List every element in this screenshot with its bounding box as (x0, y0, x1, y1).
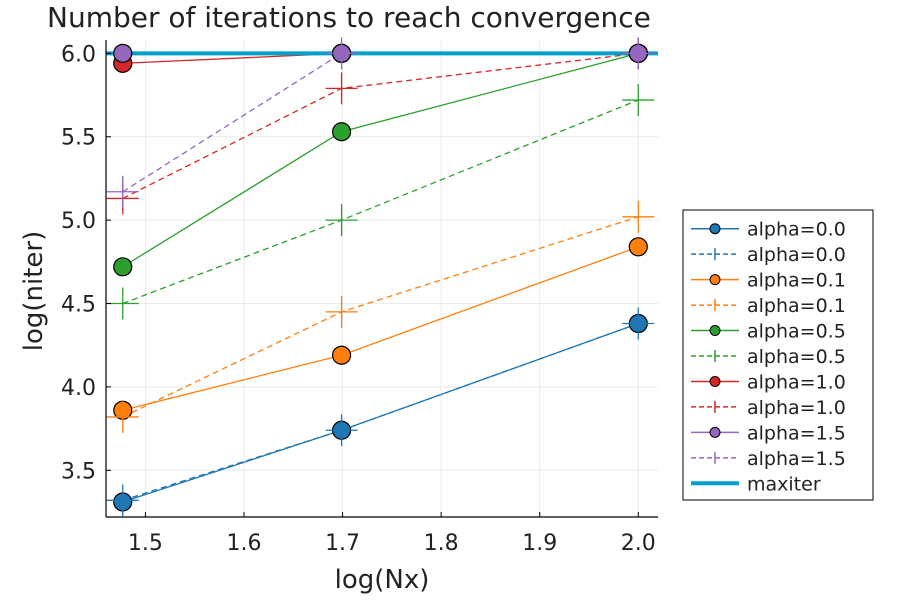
axes (105, 40, 658, 518)
x-tick-label: 1.9 (522, 531, 557, 556)
legend-item: alpha=0.1 (691, 270, 846, 292)
series-line-5 (122, 99, 639, 305)
series-line-4 (122, 52, 639, 268)
x-tick-label: 1.8 (424, 531, 459, 556)
x-axis-title: log(Nx) (335, 565, 430, 595)
legend-label: alpha=0.5 (747, 321, 846, 343)
legend-item: alpha=0.0 (691, 219, 846, 241)
legend-item: alpha=1.0 (691, 371, 846, 393)
data-point-3-1 (325, 295, 358, 328)
legend-marker (709, 274, 721, 286)
x-tick-label: 2.0 (621, 531, 656, 556)
legend: alpha=0.0 alpha=0.0 alpha=0.1 alpha=0.1 alph… (682, 209, 874, 501)
data-point-9-1 (325, 37, 358, 70)
data-point-5-1 (325, 204, 358, 237)
legend-label: alpha=0.1 (747, 270, 846, 292)
data-point-4-1 (331, 122, 352, 142)
x-tick-label: 1.5 (128, 531, 163, 556)
legend-marker (709, 375, 721, 387)
data-point-1-1 (325, 414, 358, 447)
y-tick-label: 3.5 (61, 459, 96, 484)
legend-marker (709, 426, 721, 438)
data-point-7-1 (325, 72, 358, 105)
legend-item: alpha=0.1 (691, 295, 846, 317)
y-tick-label: 5.5 (61, 126, 96, 151)
legend-marker (709, 223, 721, 235)
data-point-1-0 (106, 484, 139, 517)
legend-label: alpha=0.5 (747, 346, 846, 368)
data-point-9-2 (622, 37, 655, 70)
series-line-2 (122, 246, 639, 411)
series-line-7 (122, 52, 639, 200)
legend-item: maxiter (691, 473, 821, 495)
legend-label: alpha=0.0 (747, 219, 846, 241)
ticks: 1.5 1.6 1.7 1.8 1.9 2.0 3.5 4.0 4.5 5.0 5.5 6.0 (61, 42, 656, 556)
y-tick-label: 6.0 (61, 42, 96, 67)
legend-item: alpha=0.0 (691, 244, 846, 266)
y-tick-label: 5.0 (61, 209, 96, 234)
legend-item: alpha=0.5 (691, 321, 846, 343)
data-point-1-2 (622, 307, 655, 340)
legend-item: alpha=1.5 (691, 448, 846, 470)
legend-item: alpha=0.5 (691, 346, 846, 368)
legend-label: alpha=1.0 (747, 371, 846, 393)
legend-label: maxiter (747, 473, 821, 495)
series-layer (106, 37, 658, 517)
legend-label: alpha=0.0 (747, 244, 846, 266)
data-point-5-2 (622, 84, 655, 117)
x-tick-label: 1.7 (325, 531, 360, 556)
data-point-3-2 (622, 200, 655, 233)
x-tick-label: 1.6 (227, 531, 262, 556)
legend-marker (709, 325, 721, 337)
legend-item: alpha=1.0 (691, 397, 846, 419)
data-point-4-0 (113, 257, 133, 277)
data-point-5-0 (106, 287, 139, 320)
y-tick-label: 4.5 (61, 293, 96, 318)
series-line-1 (122, 322, 639, 501)
legend-item: alpha=1.5 (691, 422, 846, 444)
data-point-9-0 (106, 175, 139, 208)
data-point-2-1 (331, 345, 352, 365)
legend-label: alpha=1.0 (747, 397, 846, 419)
legend-label: alpha=1.5 (747, 448, 846, 470)
y-axis-title: log(niter) (19, 231, 49, 352)
y-tick-label: 4.0 (61, 376, 96, 401)
chart-title: Number of iterations to reach convergenc… (47, 1, 651, 34)
data-point-3-0 (106, 400, 139, 433)
legend-label: alpha=0.1 (747, 295, 846, 317)
data-point-2-2 (628, 237, 648, 257)
data-point-8-0 (113, 43, 133, 63)
legend-label: alpha=1.5 (747, 422, 846, 444)
